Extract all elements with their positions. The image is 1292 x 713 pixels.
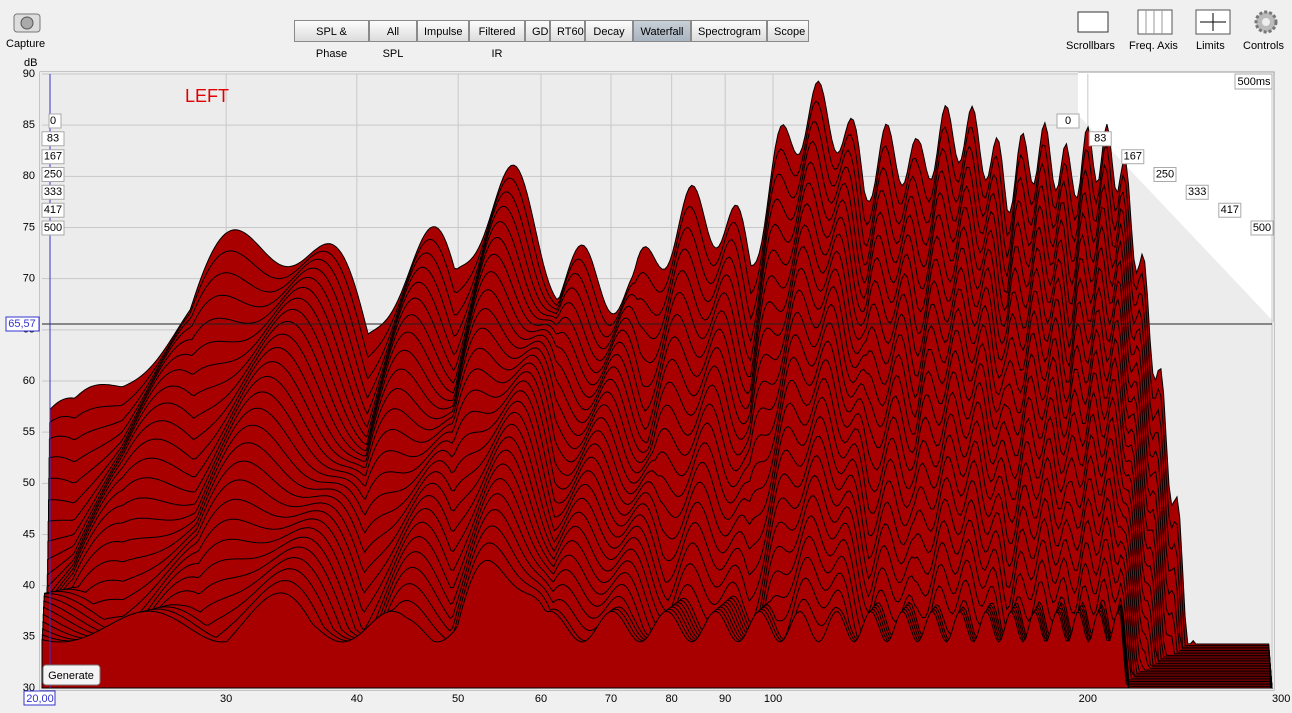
time-label-left: 417: [44, 204, 62, 216]
controls-icon[interactable]: [1252, 8, 1280, 36]
tab[interactable]: Scope: [767, 20, 809, 42]
capture-button[interactable]: Capture: [6, 38, 46, 50]
time-label-right: 83: [1094, 133, 1106, 145]
time-label-box: [1250, 220, 1274, 236]
x-tick-label: 70: [605, 693, 617, 705]
time-label-box: [1218, 202, 1242, 218]
time-label-box: [41, 131, 65, 147]
y-unit: dB: [24, 57, 37, 69]
time-label-box: [1088, 131, 1112, 147]
y-tick-label: 35: [23, 631, 35, 643]
tab[interactable]: Spectrogram: [691, 20, 767, 42]
time-label-left: 250: [44, 168, 62, 180]
time-window: 500ms: [1237, 76, 1271, 88]
time-label-right: 500: [1253, 222, 1271, 234]
time-label-left: 83: [47, 133, 59, 145]
time-label-box: [1121, 149, 1145, 165]
time-label-left: 500: [44, 222, 62, 234]
time-label-right: 0: [1065, 115, 1071, 127]
channel-label: LEFT: [185, 86, 229, 106]
x-tick-label: 30: [220, 693, 232, 705]
toolbar: Capture SPL & Phase All SPL Impulse Filtere…: [0, 0, 1292, 60]
time-label-box: [41, 202, 65, 218]
y-tick-label: 70: [23, 273, 35, 285]
tab[interactable]: SPL & Phase: [294, 20, 369, 60]
time-label-right: 250: [1156, 168, 1174, 180]
x-tick-label: 300 Hz: [1272, 693, 1292, 705]
tool-label[interactable]: Freq. Axis: [1129, 40, 1178, 52]
time-label-left: 333: [44, 186, 62, 198]
time-label-box: [1056, 113, 1080, 129]
y-tick-label: 45: [23, 528, 35, 540]
time-label-box: [41, 184, 65, 200]
time-label-box: [41, 149, 65, 165]
tab[interactable]: Filtered IR: [469, 20, 525, 60]
time-label-right: 167: [1124, 151, 1142, 163]
freq-axis-icon[interactable]: [1136, 8, 1176, 36]
tab[interactable]: Impulse: [417, 20, 469, 42]
tool-label[interactable]: Scrollbars: [1066, 40, 1115, 52]
time-label-right: 333: [1188, 186, 1206, 198]
y-tick-label: 40: [23, 580, 35, 592]
tool-label[interactable]: Limits: [1196, 40, 1225, 52]
tab[interactable]: Decay: [585, 20, 633, 42]
limits-icon[interactable]: [1194, 8, 1234, 36]
y-tick-label: 85: [23, 119, 35, 131]
time-window-box: [1234, 73, 1273, 90]
time-label-box: [41, 167, 65, 182]
x-tick-label: 80: [666, 693, 678, 705]
tool-label[interactable]: Controls: [1243, 40, 1284, 52]
cursor-box: [5, 316, 40, 332]
x-tick-label: 90: [719, 693, 731, 705]
y-tick-label: 75: [23, 221, 35, 233]
x-tick-label: 200: [1079, 693, 1097, 705]
waterfall-slice: [41, 559, 1272, 689]
y-tick-label: 80: [23, 170, 35, 182]
generate-button-bg[interactable]: [42, 664, 101, 686]
tab[interactable]: RT60: [550, 20, 585, 42]
x-tick-label: 60: [535, 693, 547, 705]
cursor-label: 65,57: [8, 318, 36, 330]
tab[interactable]: GD: [525, 20, 550, 42]
y-tick-label: 55: [23, 426, 35, 438]
x-tick-label: 50: [452, 693, 464, 705]
x-tick-label: 100: [764, 693, 782, 705]
scrollbars-icon[interactable]: [1072, 8, 1112, 36]
y-tick-label: 60: [23, 375, 35, 387]
x-start-label: 20,00: [26, 693, 54, 705]
time-label-right: 417: [1221, 204, 1239, 216]
time-label-box: [48, 113, 62, 129]
time-label-left: 0: [50, 115, 56, 127]
tab[interactable]: All SPL: [369, 20, 417, 60]
time-label-box: [1153, 167, 1177, 182]
time-label-box: [1185, 184, 1209, 200]
time-label-left: 167: [44, 151, 62, 163]
capture-icon[interactable]: [12, 10, 42, 34]
y-tick-label: 90: [23, 68, 35, 80]
generate-button[interactable]: Generate: [48, 670, 94, 682]
time-label-box: [41, 220, 65, 236]
x-start-box: [23, 690, 56, 706]
tab[interactable]: Waterfall: [633, 20, 691, 42]
y-tick-label: 50: [23, 477, 35, 489]
x-tick-label: 40: [351, 693, 363, 705]
